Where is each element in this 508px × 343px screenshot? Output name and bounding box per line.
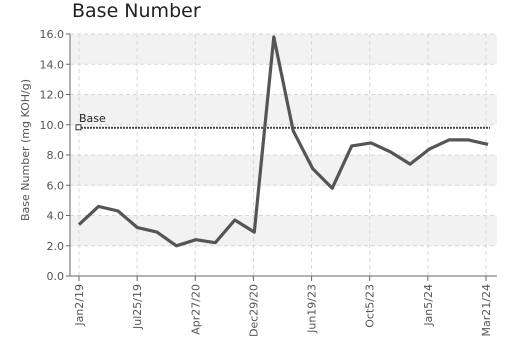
- chart-title: Base Number: [72, 0, 201, 22]
- x-tick-label: Jan5/24: [422, 284, 435, 327]
- y-axis-label: Base Number (mg KOH/g): [19, 79, 32, 221]
- x-tick-label: Jun19/23: [306, 284, 319, 334]
- y-tick-label: 8.0: [47, 149, 65, 162]
- reference-marker: [75, 124, 82, 131]
- y-tick-label: 6.0: [47, 179, 65, 192]
- reference-label: Base: [79, 112, 106, 125]
- series-line: [77, 35, 489, 248]
- y-tick-label: 0.0: [47, 270, 65, 283]
- x-tick-label: Jul25/19: [131, 284, 144, 330]
- grid-band: [70, 215, 497, 246]
- y-tick-label: 2.0: [47, 240, 65, 253]
- x-tick-label: Oct5/23: [364, 284, 377, 328]
- y-tick-label: 14.0: [40, 58, 65, 71]
- grid-band: [70, 94, 497, 125]
- grid-band: [70, 155, 497, 186]
- x-tick-label: Jan2/19: [73, 284, 86, 327]
- x-tick-label: Dec29/20: [247, 284, 260, 337]
- y-tick-label: 12.0: [40, 89, 65, 102]
- x-tick-label: Mar21/24: [480, 284, 493, 336]
- y-tick-label: 4.0: [47, 210, 65, 223]
- x-tick-label: Apr27/20: [189, 284, 202, 335]
- grid-band: [70, 34, 497, 65]
- y-tick-label: 16.0: [40, 28, 65, 41]
- y-tick-label: 10.0: [40, 119, 65, 132]
